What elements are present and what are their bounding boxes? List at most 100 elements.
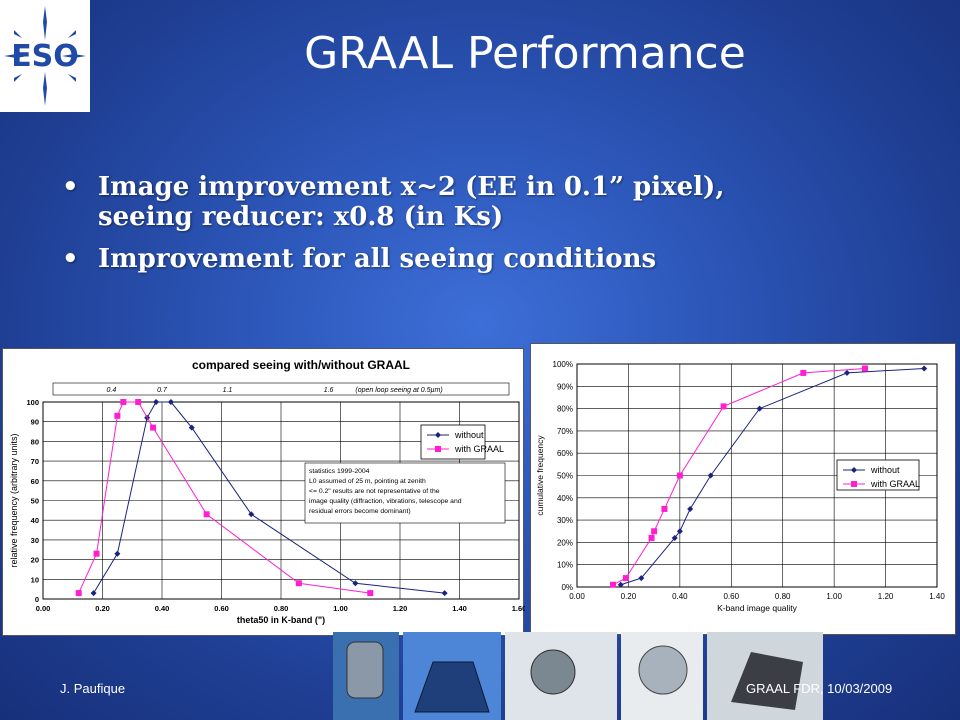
y-tick-label: 90 — [31, 418, 39, 427]
y-tick-label: 100% — [553, 360, 573, 369]
instrument-photos — [333, 632, 823, 720]
eso-logo: ESO — [0, 0, 90, 112]
seeing-distribution-svg: 0 10 20 30 40 50 60 70 80 90 100 0.00 0.20 0.40 0.60 0.… — [9, 358, 525, 625]
y-tick-label: 80 — [31, 437, 39, 446]
top-axis-note: (open loop seeing at 0.5µm) — [355, 387, 442, 394]
y-tick-label: 40% — [557, 494, 573, 503]
data-point — [648, 534, 655, 541]
instrument-photo-strip — [333, 632, 823, 720]
data-point — [367, 590, 374, 597]
x-tick-label: 0.00 — [569, 592, 585, 601]
photo-instrument-5-body — [731, 652, 803, 710]
series-without — [90, 399, 448, 597]
y-tick-label: 0% — [561, 583, 573, 592]
y-tick-label: 60% — [557, 449, 573, 458]
data-point — [93, 550, 100, 557]
annotation-line: <= 0.2" results are not representative o… — [309, 488, 440, 495]
y-tick-label: 40 — [31, 516, 39, 525]
chart-title: compared seeing with/without GRAAL — [192, 358, 410, 372]
x-axis-label: K-band image quality — [717, 603, 798, 613]
data-point — [651, 528, 658, 535]
y-tick-label: 100 — [26, 398, 39, 407]
x-tick-label: 0.60 — [723, 592, 739, 601]
legend-swatch-marker — [435, 432, 441, 438]
data-point — [188, 424, 195, 431]
data-point — [352, 580, 359, 587]
legend-swatch-marker — [435, 446, 441, 452]
data-point — [441, 590, 448, 597]
data-point — [75, 590, 82, 597]
x-axis-label: theta50 in K-band (") — [237, 615, 325, 625]
photo-instrument-3-disc — [530, 649, 576, 695]
bullet-line: Improvement for all seeing conditions — [98, 244, 657, 274]
footer-event: GRAAL FDR, 10/03/2009 — [746, 681, 893, 696]
data-point — [114, 550, 121, 557]
x-tick-label: 1.40 — [929, 592, 945, 601]
annotation-line: image quality (diffraction, vibrations, … — [309, 498, 462, 505]
top-axis-label: 1.1 — [223, 387, 233, 394]
data-point — [203, 511, 210, 518]
data-point — [638, 575, 645, 582]
data-point — [676, 472, 683, 479]
y-tick-label: 60 — [31, 477, 39, 486]
bullet-item: • Improvement for all seeing conditions — [62, 244, 922, 274]
bullet-line: seeing reducer: x0.8 (in Ks) — [98, 202, 504, 232]
data-point — [862, 365, 868, 372]
y-axis-label: relative frequency (arbitrary units) — [9, 433, 19, 567]
data-point — [153, 399, 160, 405]
data-point — [921, 365, 928, 372]
y-tick-label: 20 — [31, 556, 39, 565]
legend-entry: with GRAAL — [870, 479, 920, 489]
data-point — [114, 412, 121, 419]
bullet-dot: • — [62, 172, 79, 202]
y-tick-label: 70% — [557, 427, 573, 436]
cumulative-frequency-svg: 0% 10% 20% 30% 40% 50% 60% 70% 80% 90% 100% 0.00 0.2… — [535, 360, 945, 613]
data-point — [610, 581, 616, 588]
x-tick-label: 1.60 — [512, 604, 525, 613]
x-tick-label: 0.00 — [36, 604, 51, 613]
data-point — [756, 405, 763, 412]
photo-instrument-4-wheel — [638, 645, 688, 695]
slide-title: GRAAL Performance — [304, 28, 746, 79]
x-tick-label: 1.20 — [393, 604, 408, 613]
y-tick-label: 70 — [31, 457, 39, 466]
x-tick-label: 0.20 — [621, 592, 637, 601]
legend: without with GRAAL — [420, 424, 504, 460]
y-tick-label: 30% — [557, 516, 573, 525]
x-tick-label: 0.60 — [214, 604, 229, 613]
bullet-line: Image improvement x~2 (EE in 0.1” pixel)… — [98, 172, 725, 202]
data-point — [720, 403, 727, 410]
data-point — [676, 528, 683, 535]
bullet-list: • Image improvement x~2 (EE in 0.1” pixe… — [62, 172, 922, 286]
data-point — [617, 581, 624, 588]
legend-box — [420, 424, 486, 460]
top-axis-label: 0.4 — [107, 387, 117, 394]
top-axis-label: 1.6 — [324, 387, 334, 394]
y-tick-label: 0 — [35, 595, 39, 604]
y-tick-label: 10% — [557, 561, 573, 570]
legend-entry: without — [870, 465, 900, 475]
data-point — [687, 505, 694, 512]
photo-instrument-2-frame — [414, 661, 490, 713]
cumulative-frequency-chart: 0% 10% 20% 30% 40% 50% 60% 70% 80% 90% 100% 0.00 0.2… — [530, 343, 956, 635]
y-tick-label: 30 — [31, 536, 39, 545]
annotation-line: residual errors become dominant) — [309, 508, 411, 515]
series-with-graal — [75, 399, 374, 597]
top-axis-label: 0.7 — [157, 387, 168, 394]
data-point — [661, 505, 668, 512]
series-with-graal — [610, 365, 868, 588]
data-point — [707, 472, 714, 479]
eso-logo-graphic: ESO — [4, 6, 86, 106]
legend-swatch-marker — [851, 481, 857, 487]
data-point — [135, 399, 142, 405]
y-axis-label: cumulative frequency — [535, 435, 545, 516]
x-tick-label: 1.00 — [826, 592, 842, 601]
legend-swatch-marker — [851, 467, 857, 473]
x-tick-label: 0.80 — [775, 592, 791, 601]
y-tick-label: 80% — [557, 405, 573, 414]
legend-entry: without — [454, 430, 484, 440]
statistics-annotation: statistics 1999-2004 L0 assumed of 25 m, … — [304, 462, 506, 524]
legend: without with GRAAL — [836, 459, 920, 491]
series-without — [617, 365, 928, 588]
data-point — [295, 580, 302, 587]
